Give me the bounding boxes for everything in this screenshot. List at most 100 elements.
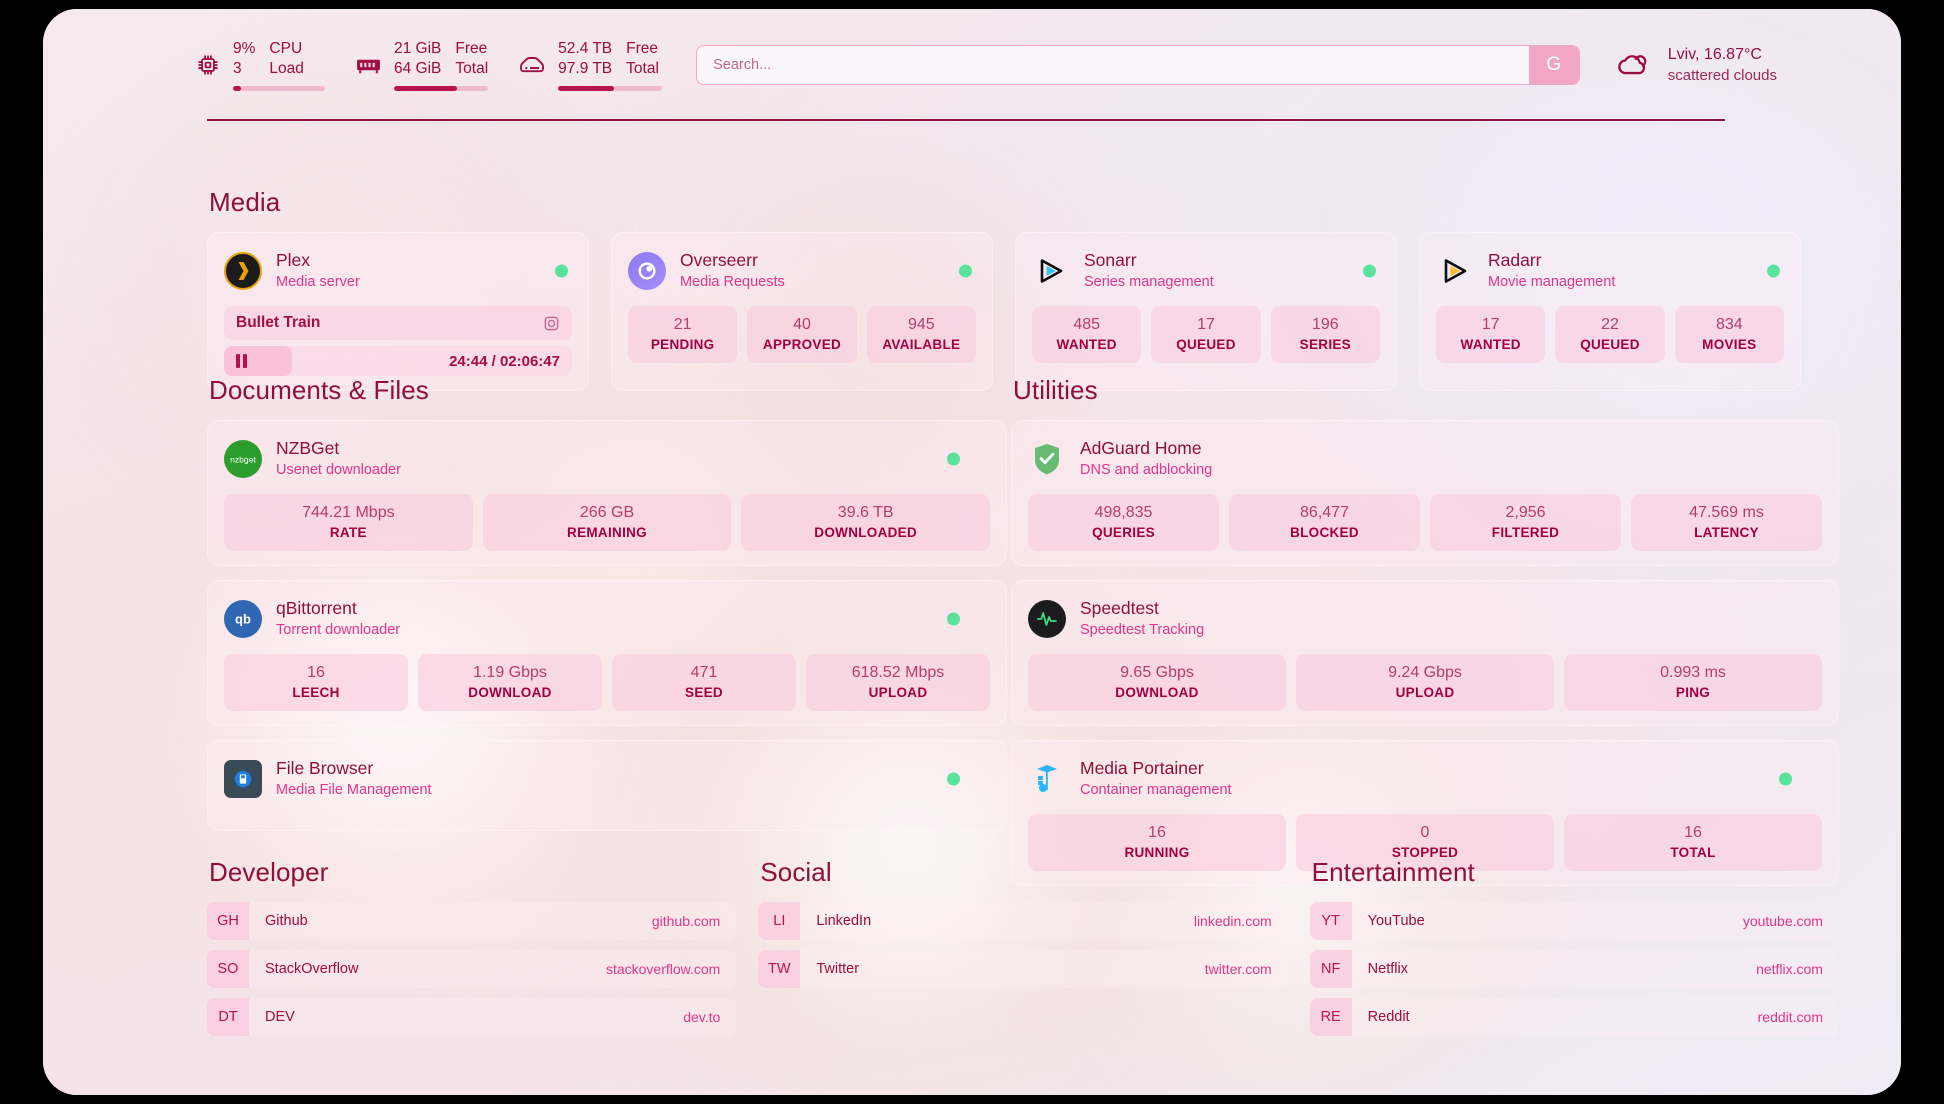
stat-value: 744.21 Mbps xyxy=(302,504,395,521)
stat-tile: 47.569 ms LATENCY xyxy=(1631,494,1822,551)
app-subtitle: DNS and adblocking xyxy=(1080,462,1213,478)
stat-value: 16 xyxy=(307,664,325,681)
section-title-social: Social xyxy=(760,857,832,887)
link-url: twitter.com xyxy=(1204,961,1272,977)
stat-value: 1.19 Gbps xyxy=(473,664,547,681)
plex-icon xyxy=(224,251,262,290)
link-name: StackOverflow xyxy=(265,961,359,977)
search-input[interactable] xyxy=(697,46,1529,84)
status-badge-online xyxy=(1767,264,1780,277)
app-card-qbittorrent[interactable]: qb qBittorrent Torrent downloader 16 LEE… xyxy=(207,580,1007,726)
stat-tile: 21 PENDING xyxy=(628,306,738,363)
cast-icon[interactable] xyxy=(543,315,560,332)
status-badge-online xyxy=(1363,264,1376,277)
list-item[interactable]: TW Twitter twitter.com xyxy=(758,950,1288,988)
stat-value: 16 xyxy=(1148,824,1166,841)
stat-value: 86,477 xyxy=(1300,504,1349,521)
stat-tile: 16 RUNNING xyxy=(1028,814,1286,871)
now-playing-progress[interactable]: 24:44 / 02:06:47 xyxy=(224,346,572,376)
stat-label: DOWNLOADED xyxy=(814,525,918,540)
stat-label: RUNNING xyxy=(1124,845,1190,860)
bookmark-group-social: Social LI LinkedIn linkedin.com TW Twitt… xyxy=(758,857,1288,1046)
stat-value: 21 xyxy=(673,316,692,333)
stat-value: 618.52 Mbps xyxy=(851,664,945,681)
search-engine-button[interactable]: G xyxy=(1528,46,1579,84)
weather-widget[interactable]: Lviv, 16.87°C scattered clouds xyxy=(1614,44,1777,86)
list-item[interactable]: GH Github github.com xyxy=(207,902,737,940)
list-item[interactable]: YT YouTube youtube.com xyxy=(1309,902,1839,940)
app-card-adguard-home[interactable]: AdGuard Home DNS and adblocking 498,835 … xyxy=(1011,420,1839,566)
list-item[interactable]: LI LinkedIn linkedin.com xyxy=(758,902,1288,940)
memory-label-bottom: Total xyxy=(455,60,489,77)
search-bar[interactable]: G xyxy=(696,45,1580,85)
stat-value: 22 xyxy=(1601,316,1619,333)
link-name: Github xyxy=(265,913,308,929)
stat-label: AVAILABLE xyxy=(882,337,961,352)
weather-description: scattered clouds xyxy=(1667,67,1777,84)
list-item[interactable]: NF Netflix netflix.com xyxy=(1309,950,1839,988)
list-item[interactable]: RE Reddit reddit.com xyxy=(1309,998,1839,1036)
app-card-file-browser[interactable]: File Browser Media File Management xyxy=(207,740,1007,831)
link-url: reddit.com xyxy=(1757,1009,1823,1025)
stat-tile: 16 LEECH xyxy=(224,654,408,711)
app-name: qBittorrent xyxy=(276,598,357,618)
app-card-overseerr[interactable]: Overseerr Media Requests 21 PENDING 40 A… xyxy=(611,232,993,391)
app-card-plex[interactable]: Plex Media server Bullet Train xyxy=(207,232,589,391)
dashboard-header: 9% 3 CPU Load xyxy=(43,9,1901,121)
stat-tile: 17 WANTED xyxy=(1436,306,1546,363)
app-subtitle: Container management xyxy=(1080,782,1232,798)
memory-total-value: 64 GiB xyxy=(394,60,442,77)
pause-icon[interactable] xyxy=(236,354,247,368)
link-abbr: GH xyxy=(207,902,249,940)
section-title-documents: Documents & Files xyxy=(209,375,429,405)
storage-label-bottom: Total xyxy=(626,60,659,77)
section-title-entertainment: Entertainment xyxy=(1311,857,1475,887)
utilities-section: Utilities AdGuard Home DNS and adblockin… xyxy=(1011,375,1839,886)
stat-tile: 945 AVAILABLE xyxy=(866,306,976,363)
app-card-media-portainer[interactable]: Media Portainer Container management 16 … xyxy=(1011,740,1839,886)
status-badge-online xyxy=(947,612,960,625)
app-subtitle: Speedtest Tracking xyxy=(1080,622,1205,638)
app-card-nzbget[interactable]: nzbget NZBGet Usenet downloader 744.21 M… xyxy=(207,420,1007,566)
sonarr-icon xyxy=(1032,252,1070,290)
cpu-icon xyxy=(195,52,221,78)
app-card-speedtest[interactable]: Speedtest Speedtest Tracking 9.65 Gbps D… xyxy=(1011,580,1839,726)
storage-usage-bar xyxy=(558,86,663,91)
list-item[interactable]: DT DEV dev.to xyxy=(207,998,737,1036)
stat-tile: 266 GB REMAINING xyxy=(482,494,732,551)
stat-value: 39.6 TB xyxy=(837,504,894,521)
stat-tile: 196 SERIES xyxy=(1270,306,1380,363)
google-icon: G xyxy=(1546,54,1562,75)
app-card-sonarr[interactable]: Sonarr Series management 485 WANTED 17 Q… xyxy=(1015,232,1397,391)
speedtest-icon xyxy=(1028,599,1066,638)
header-divider xyxy=(207,119,1725,121)
link-name: Netflix xyxy=(1367,961,1408,977)
memory-label-top: Free xyxy=(455,40,488,57)
stat-label: WANTED xyxy=(1460,337,1521,352)
app-name: AdGuard Home xyxy=(1080,438,1202,458)
cpu-cores-value: 3 xyxy=(233,60,242,77)
nzbget-icon: nzbget xyxy=(224,439,262,478)
app-subtitle: Movie management xyxy=(1488,274,1616,290)
stat-value: 498,835 xyxy=(1094,504,1153,521)
app-card-radarr[interactable]: Radarr Movie management 17 WANTED 22 QUE… xyxy=(1419,232,1801,391)
app-subtitle: Series management xyxy=(1084,274,1214,290)
list-item[interactable]: SO StackOverflow stackoverflow.com xyxy=(207,950,737,988)
app-subtitle: Media Requests xyxy=(680,274,785,290)
radarr-icon xyxy=(1436,252,1474,290)
stat-tile: 39.6 TB DOWNLOADED xyxy=(741,494,991,551)
stat-label: LEECH xyxy=(292,685,340,700)
stat-tile: 485 WANTED xyxy=(1032,306,1142,363)
status-badge-online xyxy=(959,264,972,277)
stat-tile: 744.21 Mbps RATE xyxy=(224,494,473,551)
stat-value: 0 xyxy=(1420,824,1430,841)
stat-label: SERIES xyxy=(1299,337,1351,352)
stat-label: UPLOAD xyxy=(1395,685,1455,700)
section-title-utilities: Utilities xyxy=(1013,375,1098,405)
weather-location-temp: Lviv, 16.87°C xyxy=(1667,46,1762,63)
stat-label: REMAINING xyxy=(567,525,647,540)
media-section: Media Plex Media server xyxy=(207,187,1839,391)
stat-value: 9.65 Gbps xyxy=(1120,664,1194,681)
stat-value: 266 GB xyxy=(579,504,635,521)
app-subtitle: Media server xyxy=(276,274,360,290)
